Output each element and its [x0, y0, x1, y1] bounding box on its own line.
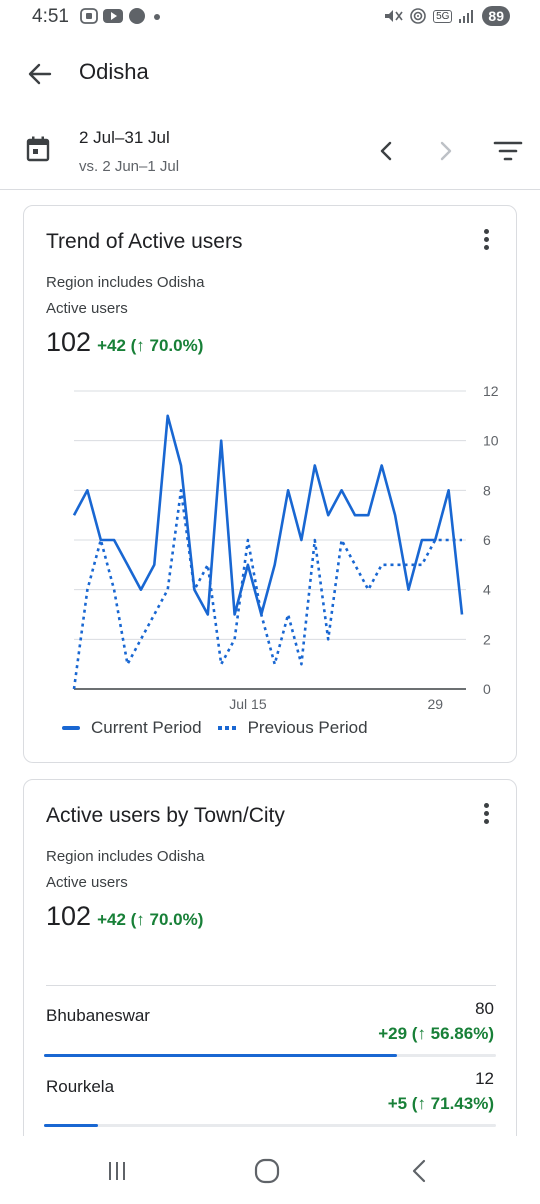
- city-name: Bhubaneswar: [46, 1006, 150, 1025]
- legend-dashed-swatch: [217, 726, 236, 730]
- more-notifications-dot-icon: [154, 14, 160, 20]
- city-delta: +29 (↑ 56.86%): [378, 1024, 494, 1043]
- city-card: Active users by Town/City Region include…: [23, 779, 517, 1204]
- status-time: 4:51: [32, 6, 69, 27]
- card-title: Trend of Active users: [46, 230, 243, 253]
- metric-value: 102: [46, 327, 92, 357]
- calendar-icon: [26, 136, 50, 162]
- trend-card: Trend of Active users Region includes Od…: [23, 205, 517, 763]
- city-share-fill: [44, 1124, 99, 1127]
- system-navigation-bar: [0, 1136, 540, 1204]
- card-subtitle: Region includes Odisha: [46, 274, 205, 291]
- metric-summary: 102 +42 (↑ 70.0%): [46, 901, 203, 932]
- page-title: Odisha: [79, 59, 149, 84]
- city-share-fill: [44, 1054, 397, 1057]
- card-title: Active users by Town/City: [46, 804, 285, 827]
- system-back-icon[interactable]: [408, 1158, 430, 1184]
- back-button[interactable]: [22, 56, 58, 92]
- status-system-icons: 5G 89: [383, 6, 510, 26]
- list-divider: [46, 985, 496, 986]
- city-name: Rourkela: [46, 1077, 115, 1096]
- chart-legend: Current Period Previous Period: [62, 718, 368, 738]
- filter-icon[interactable]: [492, 138, 524, 164]
- status-bar: 4:51 5G 89: [0, 0, 540, 36]
- youtube-icon: [103, 9, 123, 23]
- legend-solid-swatch: [62, 726, 80, 730]
- metric-label: Active users: [46, 874, 128, 891]
- metric-label: Active users: [46, 300, 128, 317]
- metric-delta: +42 (↑ 70.0%): [97, 910, 204, 929]
- mute-icon: [385, 10, 403, 22]
- city-value: 80: [475, 999, 494, 1018]
- city-value: 12: [475, 1069, 494, 1088]
- signal-icon: [459, 10, 474, 23]
- more-options-icon[interactable]: [476, 226, 496, 256]
- status-notification-icons: [80, 7, 163, 25]
- hotspot-icon: [410, 8, 426, 24]
- metric-value: 102: [46, 901, 92, 931]
- metric-delta: +42 (↑ 70.0%): [97, 336, 204, 355]
- city-share-bar: [44, 1124, 496, 1127]
- arrow-back-icon: [28, 63, 52, 85]
- battery-level: 89: [482, 6, 510, 26]
- y-tick-label: 0: [483, 681, 491, 697]
- y-tick-label: 4: [483, 582, 491, 598]
- app-bar: Odisha: [0, 44, 540, 100]
- y-tick-label: 12: [483, 383, 499, 399]
- card-subtitle: Region includes Odisha: [46, 848, 205, 865]
- screenshot-icon: [80, 8, 98, 24]
- y-tick-label: 2: [483, 631, 491, 647]
- recent-apps-icon[interactable]: [104, 1160, 130, 1182]
- previous-period-line: [72, 489, 462, 690]
- network-type-label: 5G: [433, 9, 453, 23]
- x-tick-label: 29: [427, 696, 443, 712]
- app-notification-icon: [129, 8, 145, 24]
- home-icon[interactable]: [254, 1158, 280, 1184]
- date-range-bar[interactable]: 2 Jul–31 Jul vs. 2 Jun–1 Jul: [0, 112, 540, 190]
- city-share-bar: [44, 1054, 496, 1057]
- x-tick-label: Jul 15: [229, 696, 267, 712]
- previous-period-chevron-icon[interactable]: [372, 136, 402, 166]
- current-period-line: [72, 414, 464, 616]
- date-range-label[interactable]: 2 Jul–31 Jul: [79, 128, 170, 147]
- y-tick-label: 6: [483, 532, 491, 548]
- legend-previous-label: Previous Period: [247, 718, 368, 737]
- y-tick-label: 10: [483, 433, 499, 449]
- comparison-range-label: vs. 2 Jun–1 Jul: [79, 158, 180, 175]
- active-users-line-chart[interactable]: 0 2 4 6 8 10 12 Jul 15 29: [24, 376, 518, 716]
- more-options-icon[interactable]: [476, 800, 496, 830]
- legend-current-label: Current Period: [91, 718, 202, 737]
- metric-summary: 102 +42 (↑ 70.0%): [46, 327, 203, 358]
- y-tick-label: 8: [483, 482, 491, 498]
- next-period-chevron-icon[interactable]: [430, 136, 460, 166]
- city-delta: +5 (↑ 71.43%): [387, 1094, 494, 1113]
